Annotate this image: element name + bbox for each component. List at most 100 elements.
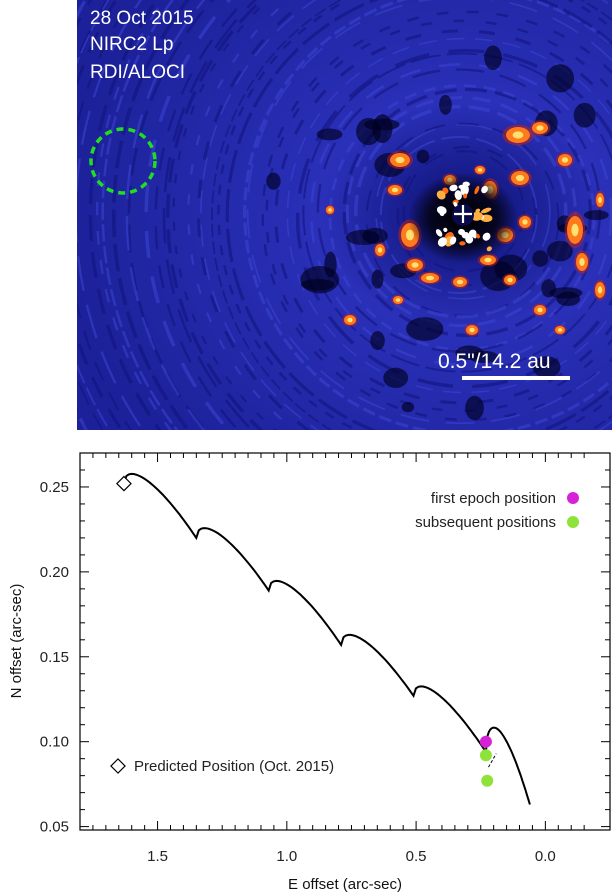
y-tick-labels: 0.05 0.10 0.15 0.20 0.25	[40, 479, 69, 836]
dark-patch	[345, 229, 380, 246]
speckle-ring	[310, 63, 612, 366]
dark-patch	[546, 240, 573, 262]
first-epoch-point	[479, 735, 492, 748]
core-speckle	[454, 190, 462, 200]
core-speckle	[449, 184, 458, 192]
core-speckle	[475, 233, 480, 239]
plot-frame	[79, 452, 611, 831]
y-tick-label: 0.20	[40, 564, 69, 581]
dark-patch	[439, 94, 452, 115]
legend-marker-first-epoch	[567, 492, 579, 504]
x-tick-label: 0.0	[535, 848, 556, 865]
subsequent-point	[481, 774, 494, 787]
speckle-rings	[77, 0, 612, 430]
core-speckle	[480, 207, 492, 214]
speckle-ring	[166, 0, 265, 430]
hot-blob-core	[515, 174, 525, 182]
dark-patch	[371, 269, 384, 289]
hot-blob-core	[597, 286, 603, 294]
speckle-ring	[302, 52, 612, 373]
fit-segment	[488, 753, 497, 768]
core-speckle	[475, 208, 481, 213]
speckle-ring	[295, 48, 612, 389]
dark-patch	[324, 251, 337, 278]
core-speckle	[468, 229, 477, 238]
speckle-ring	[354, 104, 568, 319]
legend-label-first-epoch: first epoch position	[431, 490, 556, 507]
hot-blob-core	[395, 298, 401, 302]
hot-blob-core	[537, 307, 543, 313]
hot-blob-core	[512, 131, 524, 139]
dark-patch	[364, 118, 400, 131]
scale-bar-label: 0.5"/14.2 au	[438, 350, 551, 373]
star-cross-icon	[454, 205, 472, 223]
speckle-ring	[286, 37, 612, 394]
hot-blob-core	[571, 223, 579, 237]
dark-patch	[370, 331, 385, 351]
core-speckle	[453, 201, 458, 207]
hot-blob-core	[598, 196, 602, 204]
x-tick-label: 0.5	[406, 848, 427, 865]
axis-ticks	[80, 453, 610, 830]
hot-blob-core	[536, 125, 544, 131]
y-axis-label: N offset (arc-sec)	[8, 584, 25, 699]
speckle-ring	[345, 96, 577, 328]
hot-blob-core	[391, 187, 399, 193]
dark-patch	[406, 317, 444, 341]
x-tick-labels: 1.5 1.0 0.5 0.0	[147, 848, 556, 865]
predicted-position-marker	[116, 475, 132, 492]
hot-blob-core	[469, 327, 475, 333]
y-tick-label: 0.10	[40, 734, 69, 751]
core-speckle	[462, 181, 470, 187]
speckle-ring	[225, 0, 612, 430]
core-speckle	[439, 212, 445, 217]
plot-panel: 1.5 1.0 0.5 0.0 0.05 0.10 0.15 0.20 0.25 E offs…	[8, 452, 611, 893]
core-speckle	[482, 232, 491, 241]
core-speckle	[449, 236, 457, 245]
hot-blob-core	[377, 247, 383, 253]
speckle-ring	[265, 19, 612, 412]
hot-blob-core	[347, 317, 353, 323]
core-speckle	[459, 241, 466, 246]
dark-patch	[573, 102, 596, 128]
core-speckle	[471, 211, 483, 221]
core-speckle	[436, 206, 447, 215]
dark-patch	[266, 172, 281, 190]
legend-marker-predicted	[110, 758, 126, 774]
dark-patch	[583, 210, 609, 221]
dark-patch	[549, 287, 583, 299]
core-speckle	[437, 237, 447, 247]
x-axis-label: E offset (arc-sec)	[288, 876, 402, 893]
hot-blob-core	[561, 157, 569, 163]
dark-patch	[465, 395, 484, 421]
speckle-ring	[96, 0, 172, 430]
core-speckle	[443, 227, 448, 232]
hot-blob-core	[411, 262, 419, 268]
core-speckle	[463, 193, 468, 199]
dark-patch	[546, 64, 575, 93]
hot-blob-core	[395, 156, 405, 164]
data-markers	[116, 475, 497, 787]
y-tick-label: 0.15	[40, 649, 69, 666]
legend: first epoch position subsequent position…	[110, 490, 579, 775]
legend-marker-subsequent	[567, 516, 579, 528]
core-speckle	[436, 190, 446, 200]
dark-patch	[469, 350, 499, 364]
speckle-ring	[162, 0, 257, 430]
speckle-ring	[101, 0, 179, 430]
speckle-ring	[217, 0, 612, 430]
dark-patch	[383, 367, 409, 388]
dark-patch	[532, 250, 549, 267]
core-speckle	[435, 229, 443, 237]
instrument-label: NIRC2 Lp	[90, 34, 173, 55]
speckle-ring	[211, 0, 612, 430]
speckle-ring	[402, 150, 525, 273]
hot-blob-core	[507, 277, 513, 283]
core-speckle	[474, 185, 480, 195]
image-panel: 28 Oct 2015 NIRC2 Lp RDI/ALOCI 0.5"/14.2…	[77, 0, 612, 430]
legend-label-predicted: Predicted Position (Oct. 2015)	[134, 758, 334, 775]
speckle-ring	[379, 136, 538, 294]
speckle-ring	[112, 0, 191, 430]
method-label: RDI/ALOCI	[90, 62, 185, 83]
